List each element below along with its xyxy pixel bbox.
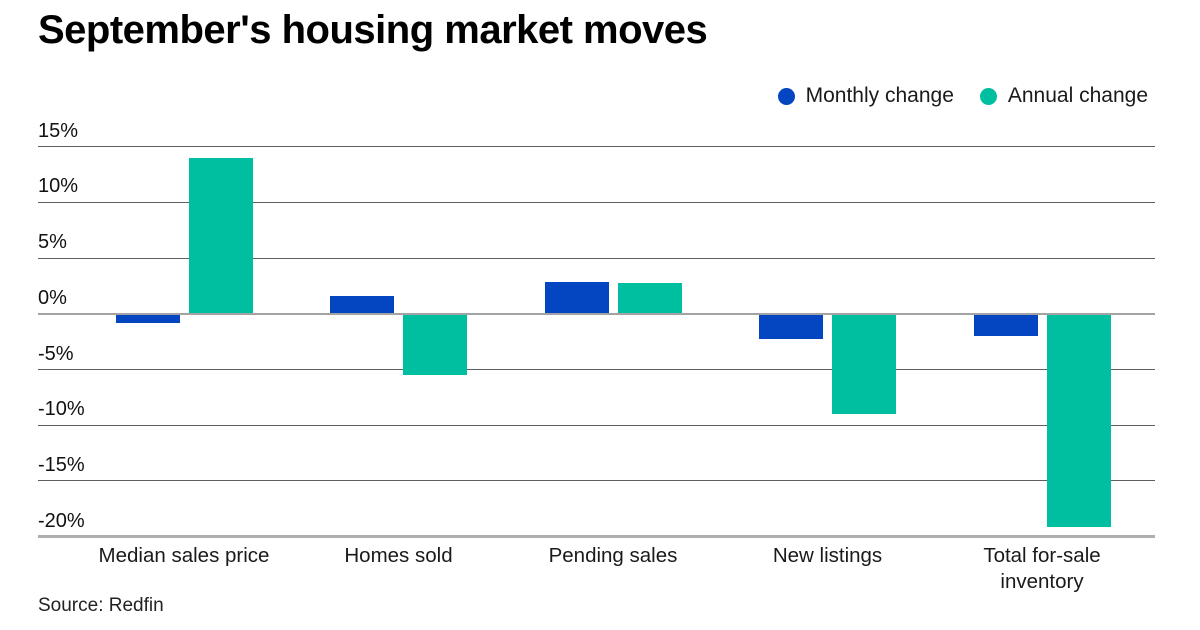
bar-annual-change-homes-sold: [403, 313, 467, 376]
monthly-legend-dot-icon: [777, 87, 795, 105]
y-tick-20: -20%: [38, 509, 85, 532]
y-tick-10: 10%: [38, 175, 79, 198]
gridline-10: [38, 201, 1155, 203]
chart-title: September's housing market moves: [38, 8, 708, 52]
y-tick-0: 0%: [38, 286, 67, 309]
y-tick-10: -10%: [38, 398, 85, 421]
x-category-homes-sold: Homes sold: [344, 544, 453, 567]
x-category-total-for-sale-inventory: Total for-sale inventory: [983, 544, 1101, 593]
gridline-15: [38, 146, 1155, 148]
legend: Monthly change Annual change: [777, 84, 1148, 108]
legend-item-monthly: Monthly change: [777, 84, 954, 108]
bar-monthly-change-new-listings: [759, 313, 823, 340]
x-category-new-listings: New listings: [772, 544, 883, 567]
gridline-15: [38, 480, 1155, 482]
x-category-median-sales-price: Median sales price: [98, 544, 270, 567]
x-category-pending-sales: Pending sales: [548, 544, 678, 567]
gridline-10: [38, 424, 1155, 426]
bar-monthly-change-pending-sales: [544, 281, 609, 314]
source-note: Source: Redfin: [38, 595, 164, 616]
y-tick-15: 15%: [38, 119, 79, 142]
gridline-20: [38, 535, 1155, 539]
bar-annual-change-pending-sales: [617, 282, 682, 314]
y-tick-5: -5%: [38, 342, 74, 365]
bar-annual-change-median-sales-price: [188, 157, 253, 314]
legend-label-monthly: Monthly change: [805, 84, 954, 107]
legend-item-annual: Annual change: [979, 84, 1148, 108]
gridline-0: [38, 312, 1155, 315]
y-tick-15: -15%: [38, 453, 85, 476]
bar-annual-change-new-listings: [832, 313, 896, 415]
bar-monthly-change-homes-sold: [330, 296, 394, 314]
bar-monthly-change-median-sales-price: [115, 313, 180, 323]
bar-annual-change-total-for-sale-inventory: [1046, 313, 1111, 527]
bar-monthly-change-total-for-sale-inventory: [973, 313, 1038, 337]
legend-label-annual: Annual change: [1007, 84, 1148, 107]
y-tick-5: 5%: [38, 231, 67, 254]
gridline-5: [38, 369, 1155, 370]
annual-legend-dot-icon: [979, 87, 997, 105]
gridline-5: [38, 257, 1155, 259]
